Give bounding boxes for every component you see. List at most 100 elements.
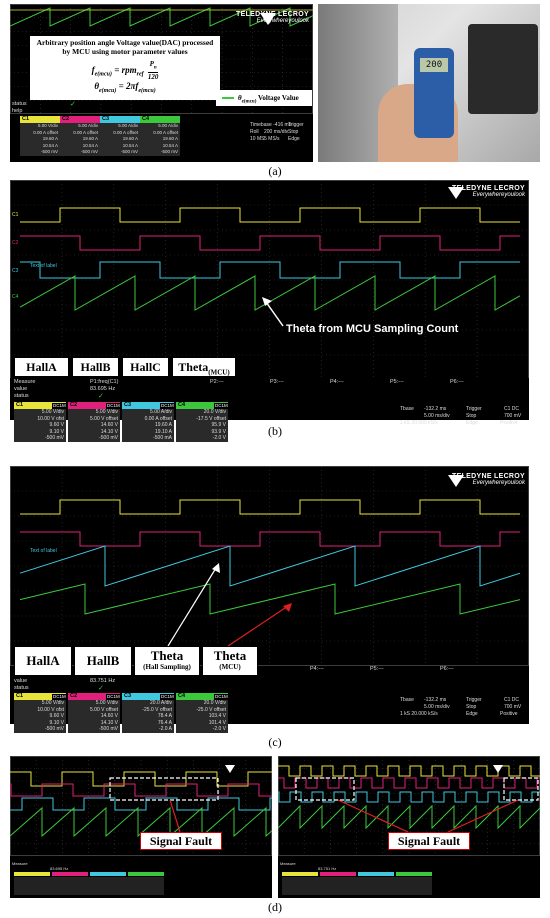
ch-value: 78.4 A [122,713,174,720]
ch-value: 0.00 A offset [140,129,180,136]
ch-value: 20.0 A/div [122,700,174,707]
ch-head-c4[interactable]: C4 [176,693,228,700]
ch-value: 103.4 V [176,713,228,720]
label-text-c: Text of label [30,548,57,554]
measure-left-value: 83.695 Hz [50,866,69,871]
value-label-c: value [14,678,28,684]
ch-value: -500 mV [14,435,66,442]
ch-value: 76.4 A [122,719,174,726]
ch-head-c2[interactable]: C2 [68,693,120,700]
c1-trace-c [20,499,520,515]
ch-value: 10.54 A [20,142,60,149]
ch-value: 0.00 A offset [60,129,100,136]
tbase-trigger-level: 700 mV [504,704,522,710]
ch-value: 5.00 V offset [68,706,120,713]
ch-head-c1[interactable]: C1 [20,116,60,123]
tbase-trigger-label: Trigger [466,406,482,412]
tb-a-3: 10 MS [250,136,265,142]
brand: TELEDYNE LECROY Everywhereyoulook [452,185,525,198]
box-theta-mcu: Theta(MCU) [172,357,236,377]
c2-trace-b [20,235,520,251]
ch-value: 9.60 V [14,422,66,429]
formula-box: Arbitrary position angle Voltage value(D… [30,36,220,100]
ch-strip-a: C1 C2 C3 C4 5.00 V/div 0.00 A offset 19.60… [20,116,180,158]
c1-trace-dl [10,771,272,787]
ch-value: 20.0 V/div [176,700,228,707]
teledyne-logo-icon [493,760,509,773]
teledyne-logo-icon [260,12,276,25]
param-p5: P5:--- [390,379,404,385]
theta-annotation: Theta from MCU Sampling Count [286,323,459,335]
panel-d-right: Signal Fault Measure 83.751 Hz [278,756,540,898]
check-icon: ✓ [70,101,76,108]
formula-title: Arbitrary position angle Voltage value(D… [36,38,214,56]
panel-c-scope: TELEDYNE LECROY Everywhereyoulook Text of… [10,466,529,724]
ch-value: 10.54 A [60,142,100,149]
ch-head-c4[interactable]: C4 [140,116,180,123]
ch-value: 9.10 V [14,428,66,435]
ch-value: 0.00 A offset [100,129,140,136]
status-label-c: status [14,685,29,691]
tbase-trigger-ch: C1 DC [504,406,520,412]
ch-value: -500 mV [68,726,120,733]
ch-value: 10.00 V ofst [14,706,66,713]
tbase-tbase-value: -132.2 ms [424,697,447,703]
ch-value: 5.00 A/div [100,123,140,130]
measure-right: Measure [280,861,296,866]
fault-box-left [109,777,219,801]
param-p5-c: P5:--- [370,666,384,672]
ch-value: 19.10 A [122,428,174,435]
box-hallb-c: HallB [74,646,132,676]
tbase-tbase-rate: 1 kS 20.000 kS/s [400,711,438,717]
c2-trace-dr [278,777,540,789]
ch-value: -25.0 V offset [176,706,228,713]
coupling-tag: DC1M [52,402,67,409]
fault-label-right: Signal Fault [388,832,470,850]
teledyne-logo-icon [448,186,464,199]
grid-frame [278,756,540,856]
panel-d-right-plot [278,756,540,856]
ch-value: 0.00 A offset [122,415,174,422]
value-c: 83.751 Hz [90,678,116,684]
tbase-tbase-div: 5.00 ms/div [424,704,450,710]
ch-value: 10.00 V ofst [14,415,66,422]
ch-strip-c: C1 DC1M 5.00 V/div 10.00 V ofst 9.60 V 9.10 V… [14,693,234,733]
box-theta-hall-c: Theta (Hall Sampling) [134,646,200,676]
coupling-tag: DC1M [214,693,229,700]
status-label-b: status [14,393,29,399]
ch-head-c3[interactable]: C3 [122,693,174,700]
ch-value: 5.00 A/div [140,123,180,130]
c3-trace-b [20,261,520,279]
tbase-trigger-mode: Stop [466,704,477,710]
ch-head-c1[interactable]: C1 [14,693,66,700]
check-icon: ✓ [98,393,104,400]
label-c: (c) [268,735,282,749]
c4-trace-c [19,583,521,615]
tachometer-photo: 200 [318,4,540,162]
ch-head-c4[interactable]: C4 [176,402,228,409]
tbase-tbase-value: -132.2 ms [424,406,447,412]
ch-head-c3[interactable]: C3 [122,402,174,409]
ch-head-c2[interactable]: C2 [60,116,100,123]
panel-d-left-plot [10,756,272,856]
ch-value: 101.4 V [176,719,228,726]
ch-value: 10.54 A [140,142,180,149]
ch-value: 5.00 V/div [68,700,120,707]
trig-a-1: Stop [288,129,299,135]
tbase-b: Tbase -132.2 ms 5.00 ms/div 1 kS 20.000 kS/… [400,406,530,426]
tb-a-0: Timebase -416 ms [250,122,292,128]
hall-arrow [167,567,217,647]
param-p6: P6:--- [450,379,464,385]
ch-head-c2[interactable]: C2 [68,402,120,409]
ch-value: 19.60 A [100,136,140,143]
ch-head-c3[interactable]: C3 [100,116,140,123]
param-p4-c: P4:--- [310,666,324,672]
ch-value: 10.54 A [100,142,140,149]
fault-box-right-1 [295,777,355,801]
mini-chstrip-right [282,872,432,896]
panel-d-left: Signal Fault Measure 83.695 Hz [10,756,272,898]
label-a: (a) [268,164,282,178]
ch-head-c1[interactable]: C1 [14,402,66,409]
tbase-trigger-slope: Positive [500,711,518,717]
coupling-tag: DC1M [160,693,175,700]
